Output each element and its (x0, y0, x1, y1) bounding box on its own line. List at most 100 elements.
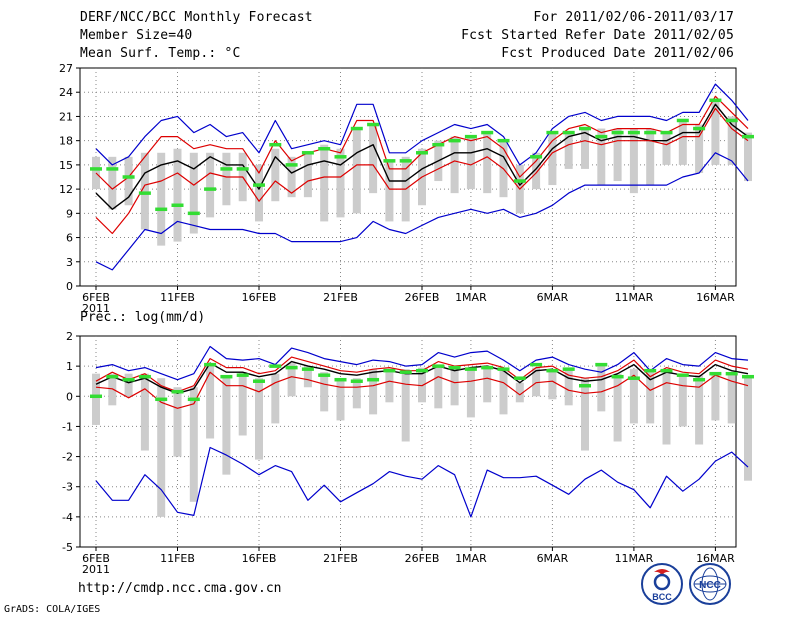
panel1-ensemble-bar (450, 136, 459, 194)
panel2-line-upper (95, 356, 749, 393)
panel2-ensemble-bar (108, 373, 117, 406)
panel1-ensemble-bar (238, 152, 247, 202)
bcc-logo-text: BCC (652, 592, 672, 602)
panel1-ytick-label: 3 (66, 256, 73, 269)
panel1-xtick-label: 21FEB (323, 291, 358, 304)
panel2-ytick-label: -3 (62, 481, 73, 494)
panel1-ensemble-bar (336, 148, 345, 218)
panel2-ensemble-bar (532, 367, 541, 397)
panel2-ytick-label: -4 (62, 511, 73, 524)
panel2-ensemble-bar (434, 366, 443, 409)
panel1-xtick-label: 6MAR (537, 291, 569, 304)
panel2-ensemble-bar (206, 363, 215, 439)
panel2-ensemble-bar (629, 369, 638, 424)
panel2-xtick-label: 11FEB (160, 552, 195, 565)
panel2-ensemble-bar (157, 378, 166, 517)
panel1-xtick-label: 26FEB (405, 291, 440, 304)
panel1-frame (79, 67, 737, 287)
panel1-ensemble-bar (532, 152, 541, 190)
panel1-ensemble-bar (287, 156, 296, 198)
panel1-ensemble-bar (597, 128, 606, 186)
panel1-ensemble-bar (222, 152, 231, 206)
panel1-ensemble-bar (320, 144, 329, 222)
panel1-ensemble-bar (711, 100, 720, 165)
panel2-year-label: 2011 (82, 563, 110, 576)
panel2-ensemble-bar (548, 369, 557, 400)
panel1-ytick-label: 6 (66, 232, 73, 245)
panel2-line-min (95, 446, 749, 518)
panel2-xtick-label: 21FEB (323, 552, 358, 565)
panel1-ytick-label: 24 (59, 86, 73, 99)
panel2-ensemble-bar (385, 370, 394, 403)
panel1-ensemble-bar (140, 152, 149, 230)
panel1-ensemble-bar (352, 128, 361, 214)
panel2-ytick-label: -5 (62, 541, 73, 554)
panel2-ensemble-bar (287, 363, 296, 397)
panel1-ensemble-bar (189, 152, 198, 234)
panel2-ensemble-bar (646, 370, 655, 424)
panel1-ensemble-bar (629, 128, 638, 194)
panel1-ensemble-bar (548, 132, 557, 186)
panel1-xtick-label: 11MAR (615, 291, 654, 304)
forecast-produced: Fcst Produced Date 2011/02/06 (501, 46, 734, 61)
panel2-ensemble-bar (695, 375, 704, 445)
precip-label: Prec.: log(mm/d) (80, 310, 206, 325)
panel2-xtick-label: 26FEB (405, 552, 440, 565)
panel2-ytick-label: 1 (66, 360, 73, 373)
panel1-ensemble-bar (678, 120, 687, 165)
panel2-ensemble-bar (466, 367, 475, 418)
panel1-line-min (95, 152, 749, 271)
panel2-frame (79, 335, 737, 548)
panel2-ensemble-bar (189, 387, 198, 502)
panel2-ensemble-bar (173, 387, 182, 457)
panel2-xtick-label: 6MAR (537, 552, 569, 565)
panel2-ensemble-bar (597, 364, 606, 412)
panel2-ensemble-bar (255, 378, 263, 460)
panel2-ensemble-bar (238, 372, 247, 436)
panel2-ensemble-bar (727, 373, 736, 424)
panel1-ensemble-bar (515, 164, 524, 214)
panel1-ytick-label: 15 (59, 159, 73, 172)
panel1-ensemble-bar (466, 136, 475, 190)
panel2-ytick-label: -2 (62, 451, 73, 464)
panel1-ensemble-bar (173, 148, 182, 242)
panel2-ensemble-bar (222, 375, 231, 475)
panel1-ensemble-bar (401, 156, 410, 222)
panel1-ensemble-bar (157, 152, 166, 246)
panel1-ensemble-bar (303, 152, 312, 198)
panel1-ensemble-bar (108, 156, 117, 210)
forecast-started: Fcst Started Refer Date 2011/02/05 (461, 28, 734, 43)
panel1-ensemble-bar (434, 140, 443, 182)
panel1-ensemble-bar (564, 132, 573, 169)
website-link[interactable]: http://cmdp.ncc.cma.gov.cn (78, 581, 282, 596)
panel1-ensemble-bar (255, 164, 263, 222)
panel1-ytick-label: 21 (59, 110, 73, 123)
forecast-period: For 2011/02/06-2011/03/17 (533, 10, 734, 25)
panel1-xtick-label: 16MAR (696, 291, 735, 304)
panel2-ensemble-bar (140, 373, 149, 451)
panel1-ensemble-bar (206, 152, 215, 218)
panel1-ensemble-bar (646, 128, 655, 186)
panel1-ensemble-bar (727, 116, 736, 165)
panel2-ensemble-bar (418, 367, 426, 403)
panel1-ytick-label: 18 (59, 135, 73, 148)
panel1-ytick-label: 27 (59, 62, 73, 75)
panel2-ensemble-bar (92, 373, 100, 425)
panel1-line-max (95, 83, 749, 166)
panel2-ensemble-bar (499, 367, 508, 415)
panel1-ytick-label: 9 (66, 207, 73, 220)
panel1-ytick-label: 12 (59, 183, 73, 196)
panel2-ensemble-bar (336, 378, 345, 421)
grads-credit: GrADS: COLA/IGES (4, 604, 101, 615)
panel1-xtick-label: 11FEB (160, 291, 195, 304)
panel1-line-lower (95, 107, 749, 235)
panel2-ensemble-bar (369, 369, 378, 415)
panel1-xtick-label: 1MAR (455, 291, 487, 304)
panel1-ensemble-bar (613, 128, 622, 182)
member-size: Member Size=40 (80, 28, 193, 43)
panel1-ensemble-bar (92, 156, 100, 190)
panel1-xtick-label: 16FEB (242, 291, 277, 304)
panel1-ensemble-bar (744, 132, 752, 182)
panel1-ensemble-bar (662, 132, 671, 165)
